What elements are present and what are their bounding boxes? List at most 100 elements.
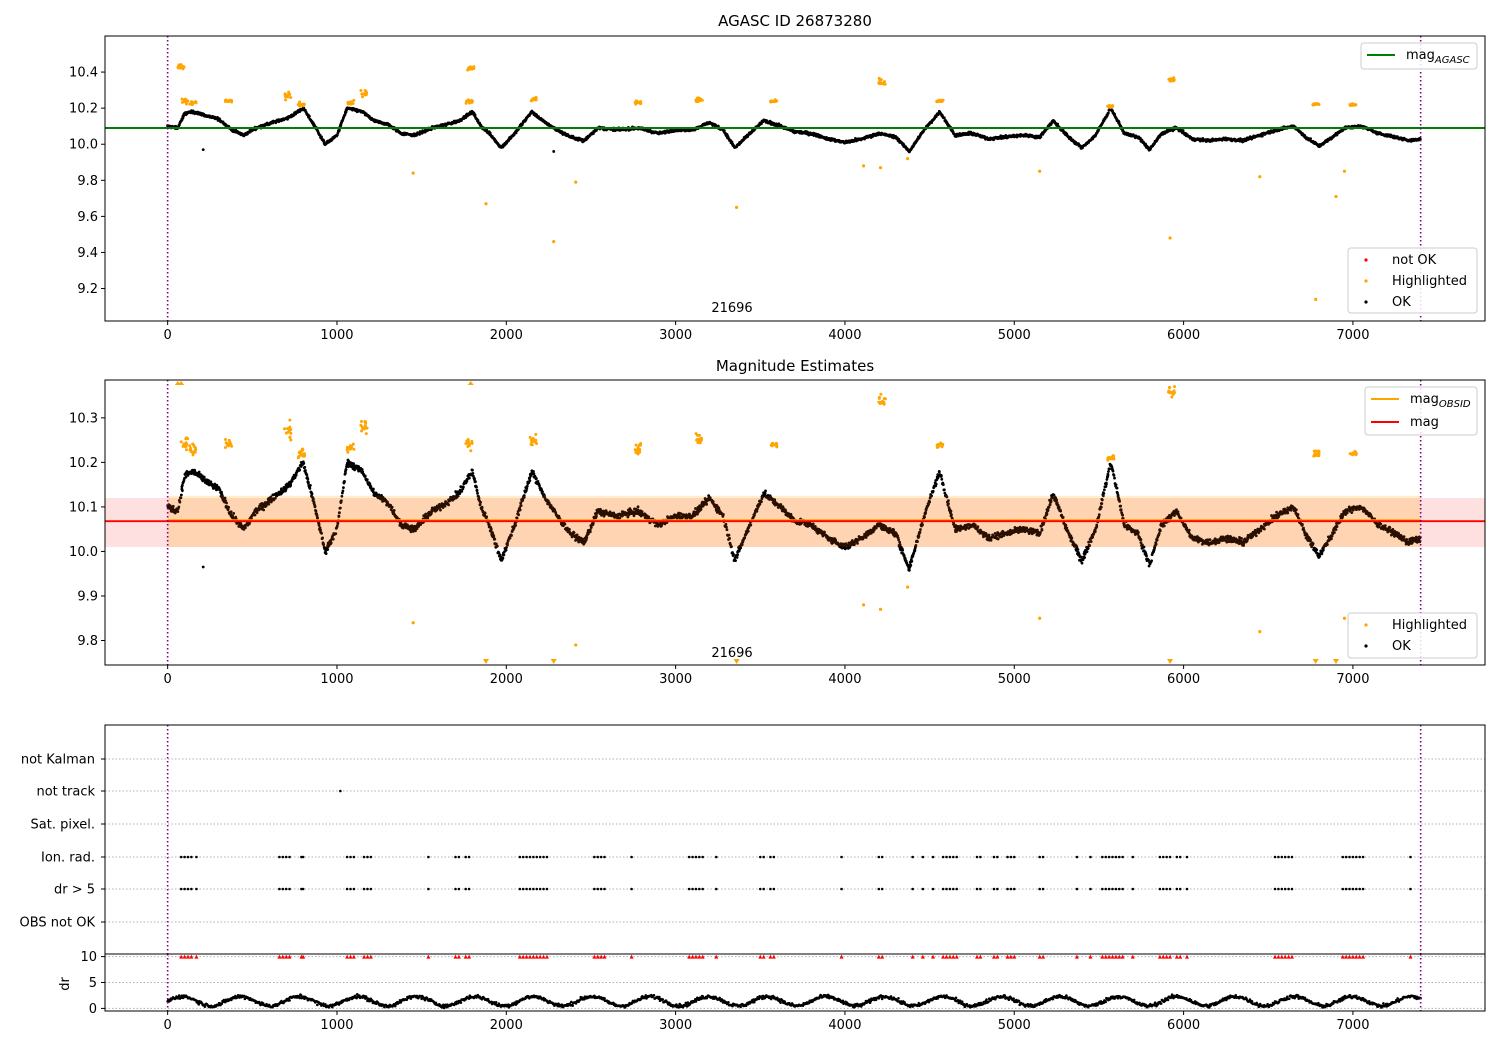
ok-point — [314, 509, 318, 513]
highlighted-point — [230, 100, 234, 104]
ok-point — [467, 476, 471, 480]
ok-point — [722, 129, 726, 133]
highlighted-point — [877, 76, 881, 80]
x-tick-label: 2000 — [490, 328, 523, 343]
ok-point — [424, 512, 428, 516]
ok-point — [303, 465, 307, 469]
ok-point — [517, 513, 521, 517]
ok-point — [447, 503, 450, 507]
ok-point — [308, 486, 312, 490]
ok-point — [317, 523, 321, 527]
highlighted-point — [191, 101, 195, 105]
ok-point — [563, 522, 567, 526]
highlighted-point — [411, 171, 415, 175]
highlighted-point — [638, 101, 642, 105]
highlighted-point — [734, 205, 739, 209]
x-tick-label: 0 — [164, 672, 172, 687]
ok-point — [589, 526, 593, 529]
ok-point — [483, 511, 487, 515]
panel-agasc-obsid-annotation: 21696 — [711, 301, 752, 316]
x-tick-label: 3000 — [659, 328, 692, 343]
ok-point — [312, 500, 316, 504]
ok-point — [308, 483, 312, 487]
ok-point — [439, 508, 442, 512]
ok-point — [303, 468, 307, 472]
ok-point — [541, 490, 544, 494]
ok-point — [365, 478, 369, 482]
ok-point — [338, 506, 342, 510]
ok-point — [473, 113, 477, 117]
ok-point — [321, 536, 324, 540]
x-tick-label: 7000 — [1336, 328, 1369, 343]
ok-point — [344, 467, 348, 471]
ok-point — [456, 494, 460, 498]
ok-point — [471, 468, 474, 472]
highlighted-point — [364, 90, 368, 94]
ok-point — [339, 499, 343, 503]
x-tick-label: 5000 — [998, 328, 1031, 343]
panel-agasc-content: 9.29.49.69.810.010.210.40 1000 2000 3000 400… — [69, 36, 1485, 343]
highlighted-point — [352, 98, 356, 102]
ok-point — [476, 491, 479, 495]
ok-point — [305, 473, 309, 477]
ok-point — [480, 506, 484, 510]
highlighted-point — [346, 102, 350, 106]
highlighted-point — [466, 98, 470, 102]
ok-point — [552, 150, 556, 153]
ok-point — [475, 489, 479, 493]
y-tick-label: 9.9 — [77, 589, 98, 604]
ok-point — [343, 480, 346, 483]
highlighted-point — [1108, 105, 1112, 109]
highlighted-point — [1171, 79, 1175, 83]
highlighted-point — [769, 100, 773, 104]
highlighted-point — [906, 157, 910, 161]
highlighted-point — [941, 98, 945, 102]
highlighted-point — [300, 102, 304, 106]
ok-point — [525, 484, 529, 488]
ok-point — [591, 132, 595, 135]
ok-point — [360, 468, 364, 471]
ok-point — [460, 490, 464, 493]
highlighted-point — [183, 97, 187, 101]
ok-point — [492, 534, 496, 538]
ok-point — [255, 511, 259, 515]
highlighted-point — [223, 98, 227, 102]
ok-point — [269, 495, 273, 499]
highlighted-point — [552, 240, 556, 244]
ok-point — [253, 513, 257, 517]
y-tick-label: 9.8 — [77, 174, 98, 189]
ok-point — [392, 508, 396, 512]
ok-point — [588, 528, 592, 532]
highlighted-point — [298, 100, 302, 104]
highlighted-point — [878, 166, 883, 170]
ok-point — [522, 495, 526, 499]
legend-label-highlighted: Highlighted — [1392, 274, 1467, 289]
ok-point — [326, 548, 330, 551]
x-tick-label: 6000 — [1167, 328, 1200, 343]
ok-point — [232, 511, 236, 515]
legend-label-mag-subscript: AGASC — [1434, 55, 1470, 66]
ok-point — [528, 479, 532, 483]
ok-point — [1056, 122, 1060, 126]
ok-point — [306, 477, 310, 481]
highlighted-point — [700, 98, 704, 102]
highlighted-point — [1354, 103, 1358, 107]
ok-point — [178, 500, 182, 504]
ok-point — [290, 479, 294, 483]
ok-point — [171, 504, 175, 508]
x-tick-label: 4000 — [828, 672, 861, 687]
ok-point — [461, 485, 465, 489]
ok-point — [476, 119, 480, 122]
highlighted-point — [861, 164, 866, 168]
ok-point — [335, 524, 339, 528]
ok-point — [390, 505, 394, 509]
highlighted-point — [574, 180, 578, 184]
highlighted-point — [364, 93, 368, 97]
ok-point — [515, 516, 519, 520]
ok-point — [310, 492, 314, 496]
highlighted-point — [1342, 169, 1347, 173]
highlighted-point — [194, 101, 198, 105]
legend-marker-ok — [1364, 300, 1368, 304]
y-tick-label: 9.8 — [77, 634, 98, 649]
highlighted-point — [1258, 175, 1262, 179]
